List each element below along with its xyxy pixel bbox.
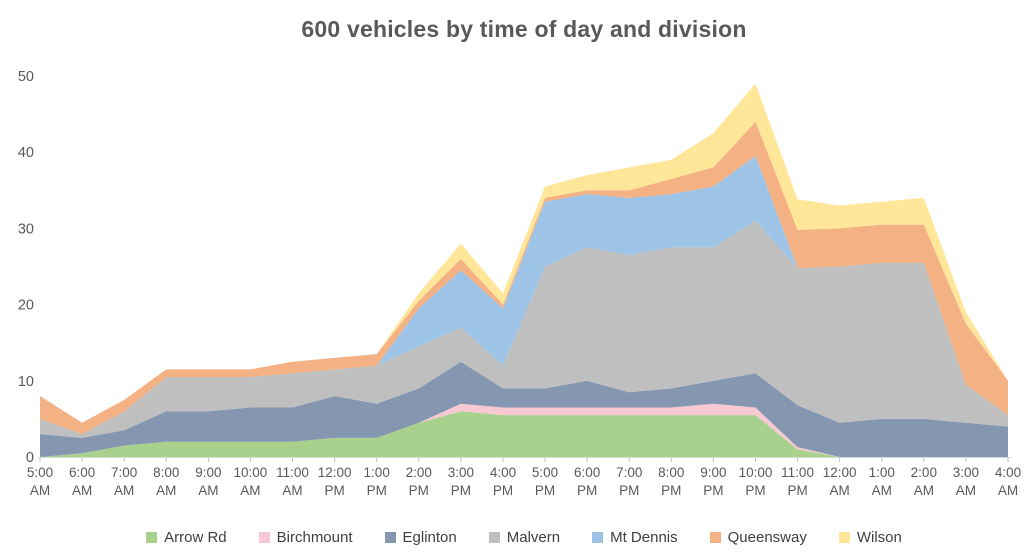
legend-swatch-eglinton xyxy=(384,531,396,543)
x-axis-tick-label: 1:00 PM xyxy=(364,465,390,498)
x-axis-tick-label: 11:00 AM xyxy=(276,465,309,498)
area-series-malvern xyxy=(40,220,1008,438)
legend-item-arrow-rd: Arrow Rd xyxy=(146,529,227,546)
x-axis-tick-label: 12:00 AM xyxy=(823,465,857,498)
x-axis-tick-label: 7:00 AM xyxy=(111,465,137,498)
legend-swatch-mt-dennis xyxy=(592,531,604,543)
x-axis-tick-label: 5:00 AM xyxy=(27,465,53,498)
area-series-eglinton xyxy=(40,361,1008,457)
legend-item-malvern: Malvern xyxy=(488,528,561,546)
legend-label-arrow-rd: Arrow Rd xyxy=(164,528,227,546)
legend-item-wilson: Wilson xyxy=(838,528,902,546)
legend-label-malvern: Malvern xyxy=(506,528,561,546)
legend-swatch-arrow-rd xyxy=(146,531,158,543)
legend-swatch-malvern xyxy=(488,531,500,543)
y-axis-tick-label: 20 xyxy=(18,298,34,314)
legend-label-queensway: Queensway xyxy=(727,528,807,546)
legend-swatch-birchmount xyxy=(258,531,270,543)
x-axis-tick-label: 12:00 PM xyxy=(318,465,352,498)
y-axis-tick-label: 0 xyxy=(26,450,34,466)
x-axis-tick-label: 10:00 AM xyxy=(234,465,268,498)
legend-label-birchmount: Birchmount xyxy=(276,528,353,546)
x-axis-tick-label: 6:00 PM xyxy=(574,465,600,498)
legend-item-queensway: Queensway xyxy=(709,528,807,546)
x-axis-tick-label: 5:00 PM xyxy=(532,465,558,498)
legend-swatch-queensway xyxy=(709,531,721,543)
x-axis-tick-label: 10:00 PM xyxy=(739,465,773,498)
legend-item-mt-dennis: Mt Dennis xyxy=(592,529,678,546)
legend-label-wilson: Wilson xyxy=(856,528,902,546)
x-axis-tick-label: 8:00 AM xyxy=(153,465,179,498)
x-axis-tick-label: 4:00 PM xyxy=(490,465,516,498)
legend-swatch-wilson xyxy=(838,531,850,543)
x-axis-tick-label: 2:00 AM xyxy=(911,465,937,498)
x-axis-tick-label: 9:00 PM xyxy=(700,465,726,498)
x-axis-tick-label: 9:00 AM xyxy=(195,465,221,498)
y-axis-tick-label: 30 xyxy=(18,221,34,237)
x-axis-tick-label: 1:00 AM xyxy=(869,465,895,498)
legend-label-mt-dennis: Mt Dennis xyxy=(610,528,678,546)
x-axis-tick-label: 4:00 AM xyxy=(995,465,1021,498)
y-axis-tick-label: 50 xyxy=(18,69,34,85)
x-axis-tick-label: 3:00 PM xyxy=(448,465,474,498)
x-axis-tick-label: 2:00 PM xyxy=(406,465,432,498)
x-axis-tick-label: 11:00 PM xyxy=(781,465,814,498)
legend-label-eglinton: Eglinton xyxy=(402,528,457,546)
legend-item-eglinton: Eglinton xyxy=(384,528,457,546)
legend-item-birchmount: Birchmount xyxy=(258,528,353,546)
x-axis-tick-label: 6:00 AM xyxy=(69,465,95,498)
x-axis-tick-label: 7:00 PM xyxy=(616,465,642,498)
x-axis-tick-label: 3:00 AM xyxy=(953,465,979,498)
y-axis-tick-label: 10 xyxy=(18,374,34,390)
area-series-arrow-rd xyxy=(40,411,1008,457)
area-series-birchmount xyxy=(40,403,1008,457)
y-axis-tick-label: 40 xyxy=(18,145,34,161)
chart-title: 600 vehicles by time of day and division xyxy=(301,16,747,42)
area-series-mt-dennis xyxy=(40,156,1008,435)
x-axis-tick-label: 8:00 PM xyxy=(658,465,684,498)
chart-legend: Arrow Rd Birchmount Eglinton Malvern Mt Denn… xyxy=(24,525,1024,549)
